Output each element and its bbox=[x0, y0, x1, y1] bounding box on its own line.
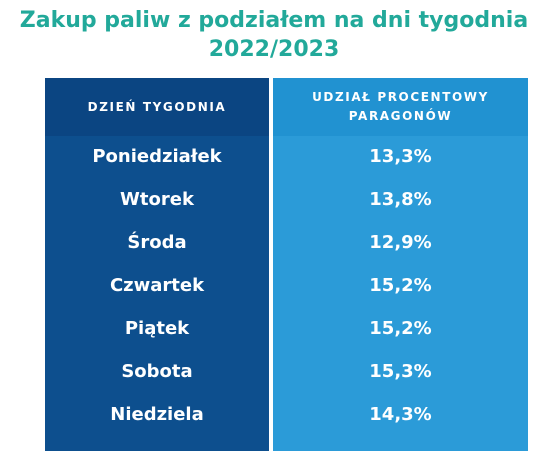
day-column-header-label: DZIEŃ TYGODNIA bbox=[87, 100, 227, 114]
chart-title-line1: Zakup paliw z podziałem na dni tygodnia bbox=[19, 8, 529, 33]
share-column-header-line2: PARAGONÓW bbox=[348, 109, 453, 123]
share-column-header-line1: UDZIAŁ PROCENTOWY bbox=[312, 90, 489, 104]
day-column-header: DZIEŃ TYGODNIA bbox=[45, 78, 269, 136]
day-column-background bbox=[45, 78, 269, 451]
table-row-share: 13,3% bbox=[369, 146, 432, 167]
share-column-background bbox=[273, 78, 528, 451]
table-row-day: Czwartek bbox=[109, 275, 205, 296]
table-row-share: 15,2% bbox=[369, 275, 432, 296]
table-row-share: 13,8% bbox=[369, 189, 432, 210]
chart-title-line2: 2022/2023 bbox=[208, 37, 340, 62]
table-row-share: 12,9% bbox=[369, 232, 432, 253]
table-row-share: 15,2% bbox=[369, 318, 432, 339]
table-row-day: Niedziela bbox=[110, 404, 204, 425]
table-row-share: 15,3% bbox=[369, 361, 432, 382]
table-row-day: Piątek bbox=[124, 318, 190, 339]
table-row-day: Poniedziałek bbox=[92, 146, 222, 167]
chart-title: Zakup paliw z podziałem na dni tygodnia … bbox=[0, 6, 548, 64]
table-row-day: Środa bbox=[127, 232, 187, 253]
share-column-header: UDZIAŁ PROCENTOWY PARAGONÓW bbox=[273, 78, 528, 136]
table-row-day: Sobota bbox=[121, 361, 193, 382]
table-row-day: Wtorek bbox=[120, 189, 194, 210]
table-row-share: 14,3% bbox=[369, 404, 432, 425]
